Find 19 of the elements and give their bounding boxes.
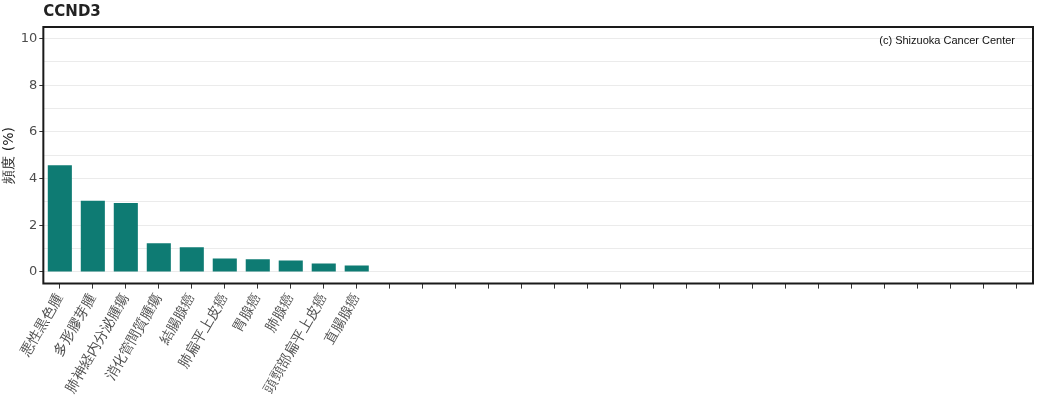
y-tick-label: 10 <box>20 30 38 46</box>
bar <box>113 202 138 272</box>
bar <box>47 165 72 272</box>
y-tick-label: 4 <box>29 170 38 186</box>
bar <box>245 259 270 272</box>
y-tick-label: 8 <box>29 76 38 92</box>
bar <box>80 200 105 272</box>
annotation: (c) Shizuoka Cancer Center <box>879 34 1016 47</box>
bar <box>146 243 171 272</box>
x-tick-label: 胃腺癌 <box>228 290 264 335</box>
bar <box>179 247 204 272</box>
bar <box>212 258 237 272</box>
y-tick-label: 2 <box>29 216 38 232</box>
y-tick-label: 0 <box>29 263 38 279</box>
chart-title: CCND3 <box>43 1 101 20</box>
bar <box>278 260 303 272</box>
y-tick-label: 6 <box>29 123 38 139</box>
bar <box>344 265 369 272</box>
y-axis-title: 頻度 (%) <box>0 126 17 184</box>
